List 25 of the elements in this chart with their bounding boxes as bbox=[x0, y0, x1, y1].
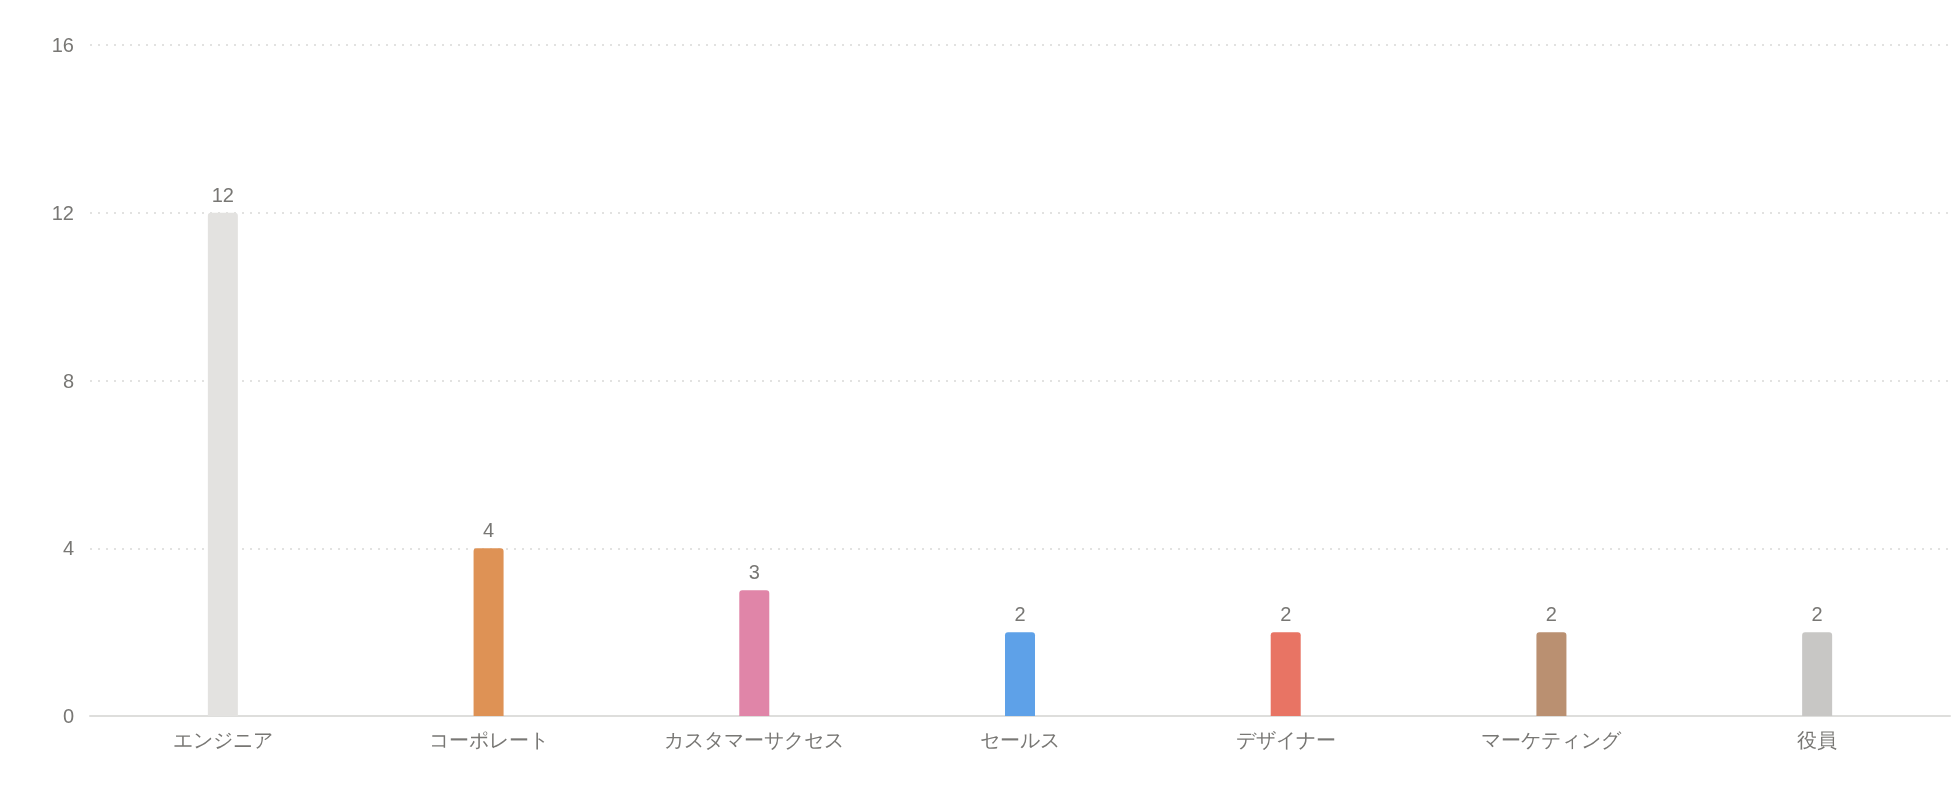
y-tick-label: 4 bbox=[62, 537, 74, 560]
x-tick-label: デザイナー bbox=[1235, 729, 1336, 751]
data-label: 3 bbox=[748, 561, 760, 584]
bar bbox=[1536, 632, 1567, 716]
x-tick-label: カスタマーサクセス bbox=[664, 729, 845, 751]
data-label: 12 bbox=[211, 183, 234, 206]
bar bbox=[1005, 632, 1035, 716]
y-tick-label: 0 bbox=[62, 705, 74, 727]
x-tick-label: セールス bbox=[980, 729, 1060, 751]
y-tick-label: 12 bbox=[51, 201, 74, 224]
y-tick-label: 16 bbox=[51, 34, 74, 56]
data-label: 4 bbox=[483, 519, 495, 542]
x-tick-label: 役員 bbox=[1797, 729, 1838, 751]
x-tick-label: マーケティング bbox=[1481, 729, 1623, 751]
data-label: 2 bbox=[1014, 603, 1026, 626]
data-label: 2 bbox=[1545, 603, 1557, 626]
bar bbox=[1270, 632, 1301, 716]
y-tick-label: 8 bbox=[62, 369, 74, 392]
data-label: 2 bbox=[1280, 603, 1292, 626]
x-tick-label: エンジニア bbox=[172, 729, 273, 751]
data-label: 2 bbox=[1811, 603, 1823, 626]
bar bbox=[1802, 632, 1833, 716]
bar bbox=[739, 590, 770, 716]
bar bbox=[473, 548, 504, 716]
x-tick-label: コーポレート bbox=[428, 729, 549, 751]
